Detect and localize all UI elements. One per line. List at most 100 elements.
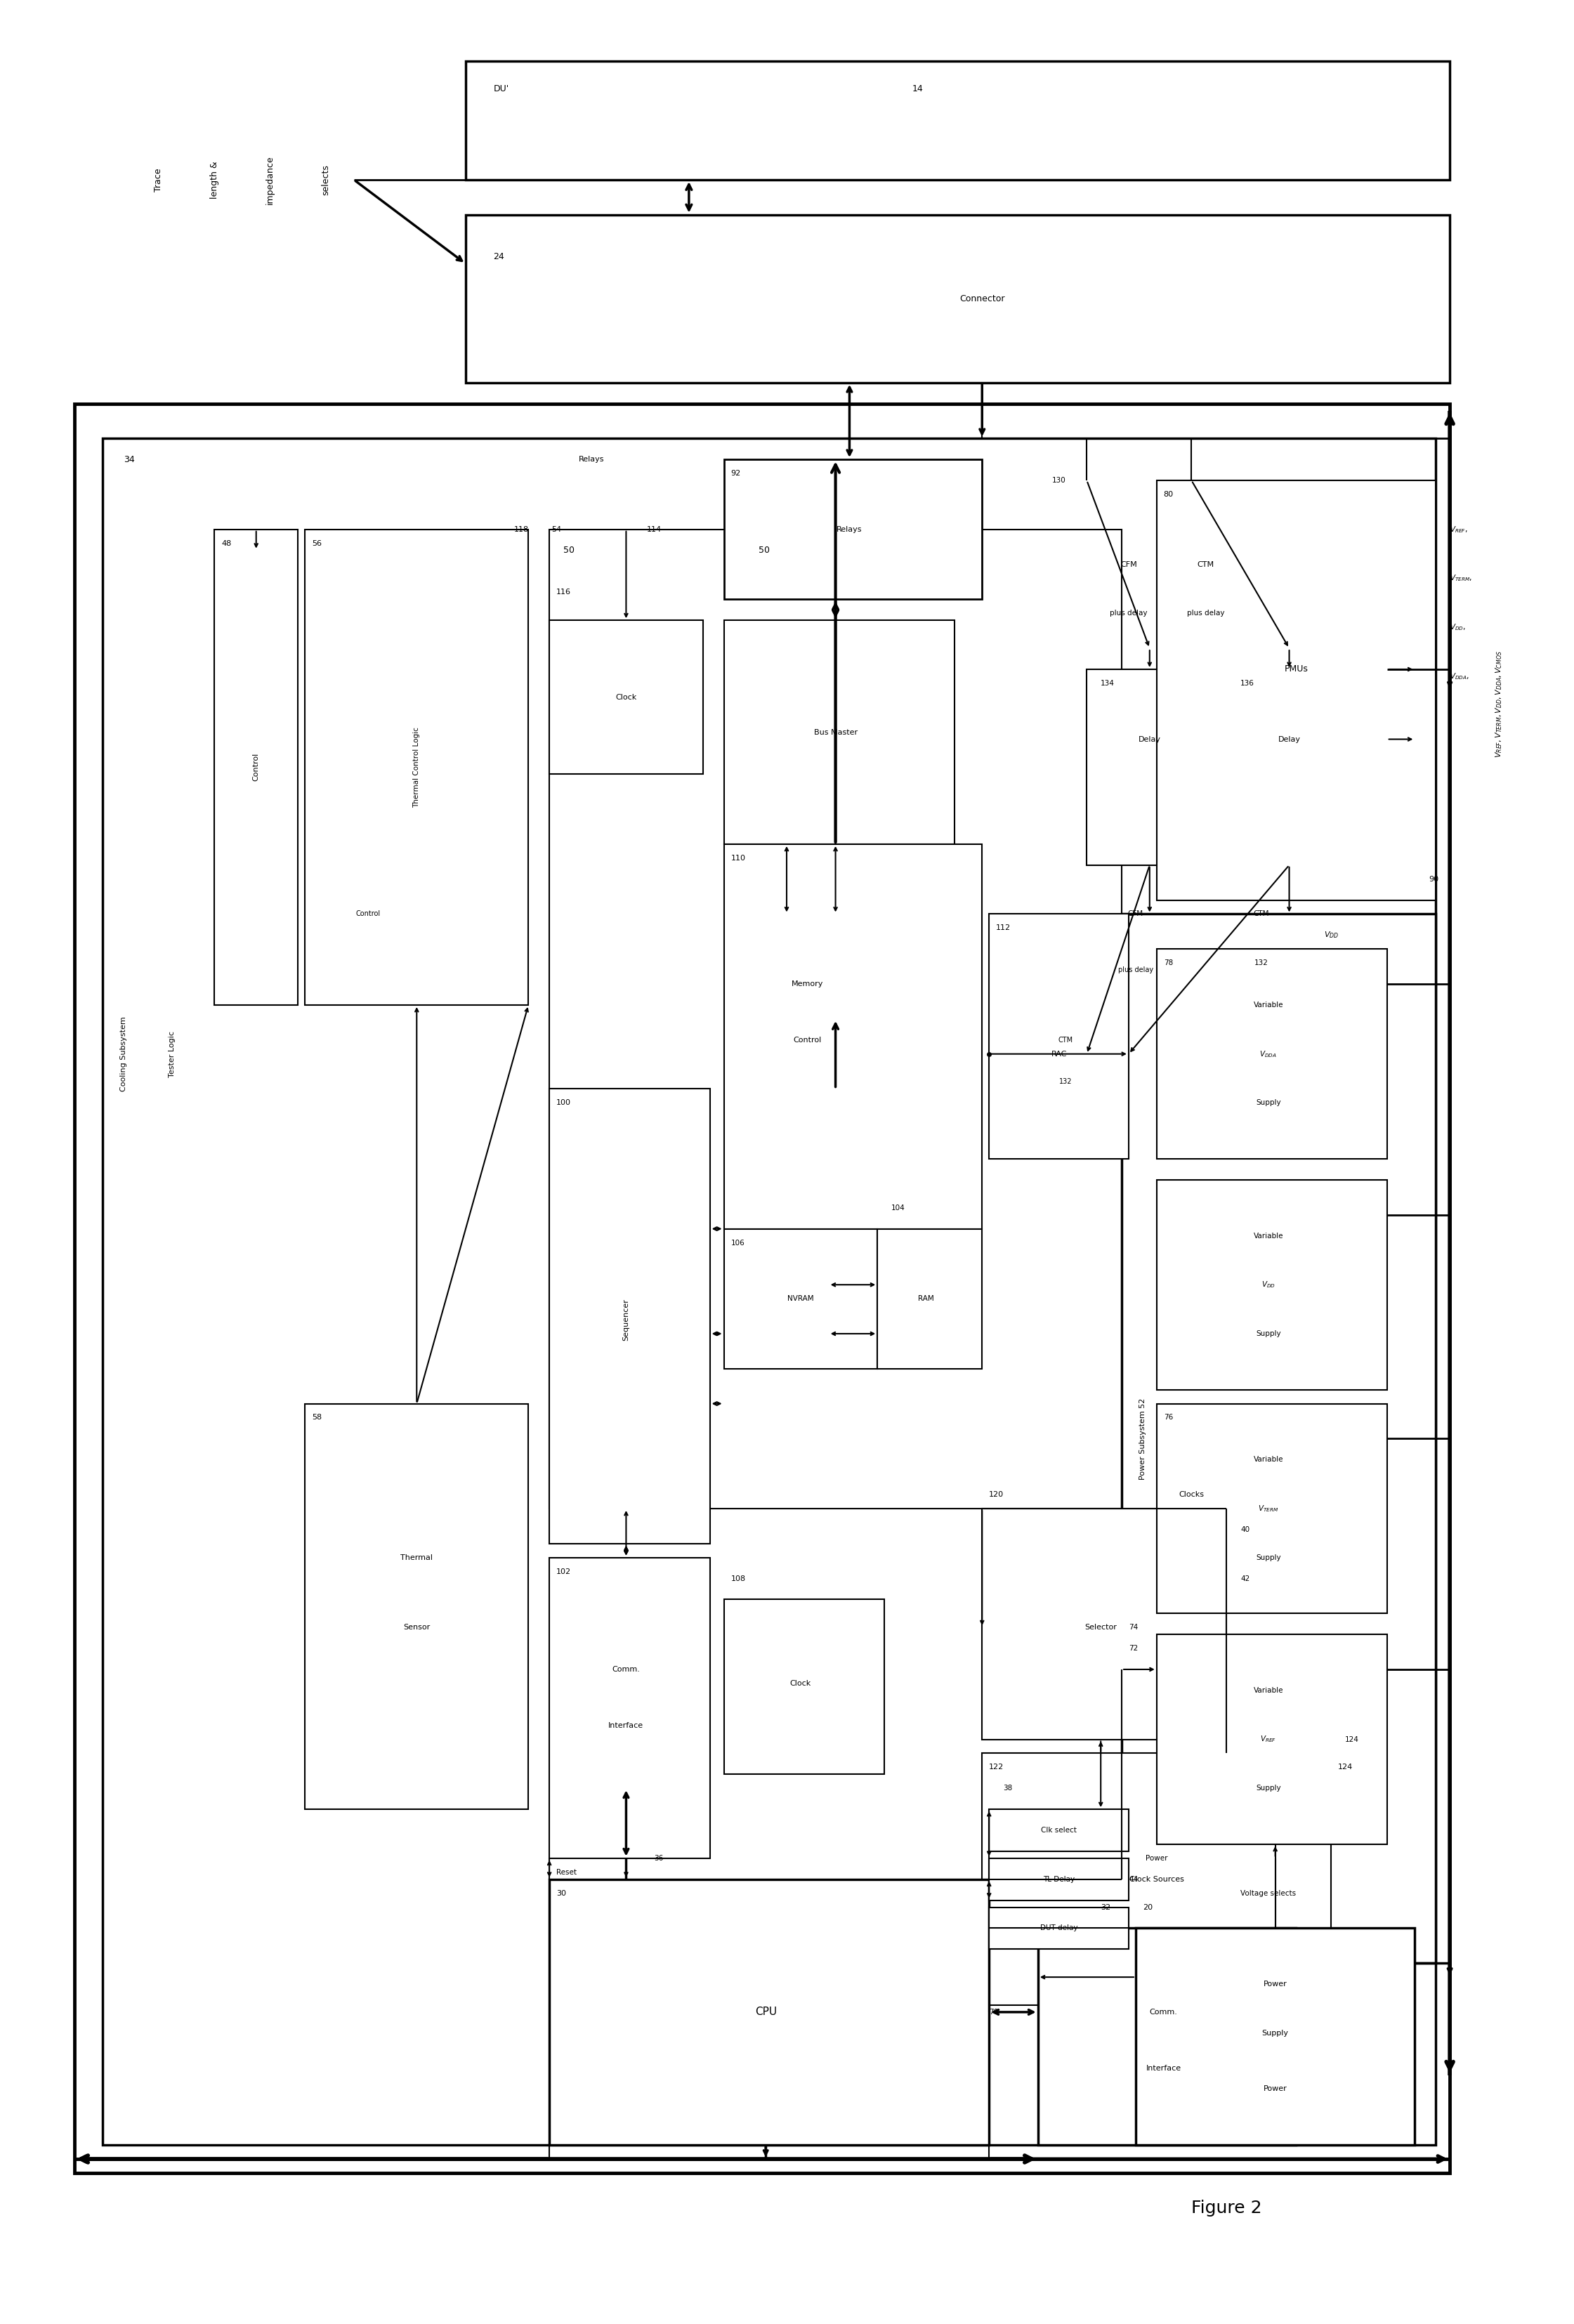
Text: Connector: Connector [960, 295, 1004, 302]
Text: plus delay: plus delay [1118, 967, 1154, 974]
Bar [1122, 913, 1435, 1964]
Bar [724, 621, 954, 844]
Bar [102, 439, 1435, 2145]
Bar [549, 1557, 710, 1859]
Text: Power: Power [1264, 2085, 1288, 2092]
Bar [724, 844, 982, 1229]
Text: Variable: Variable [1253, 1687, 1283, 1694]
Bar [724, 1599, 885, 1773]
Text: Sensor: Sensor [403, 1624, 430, 1631]
Text: CTM: CTM [1253, 911, 1269, 918]
Text: CFM: CFM [1121, 560, 1136, 567]
Bar [305, 1404, 529, 1810]
Text: 32: 32 [1100, 1903, 1111, 1910]
Bar [988, 1908, 1129, 1950]
Text: RAM: RAM [918, 1294, 935, 1301]
Text: 104: 104 [891, 1204, 905, 1211]
Text: Variable: Variable [1253, 1232, 1283, 1239]
Text: 92: 92 [730, 469, 741, 476]
Text: Figure 2: Figure 2 [1192, 2199, 1262, 2217]
Text: Selector: Selector [1084, 1624, 1118, 1631]
Bar [1226, 669, 1352, 865]
Text: Reset: Reset [556, 1868, 576, 1875]
Text: Clocks: Clocks [1179, 1492, 1204, 1499]
Text: 106: 106 [730, 1239, 745, 1246]
Text: Supply: Supply [1256, 1785, 1281, 1792]
Text: Tester Logic: Tester Logic [168, 1032, 176, 1076]
Text: RAC: RAC [1051, 1050, 1067, 1057]
Text: 14: 14 [913, 84, 924, 93]
Bar [1157, 481, 1435, 899]
Text: Supply: Supply [1256, 1555, 1281, 1562]
Text: 50: 50 [759, 546, 770, 555]
Bar [988, 1810, 1129, 1852]
Bar [549, 1090, 710, 1543]
Text: 124: 124 [1338, 1764, 1354, 1771]
Text: 110: 110 [730, 855, 746, 862]
Text: Control: Control [356, 911, 381, 918]
Text: $V_{DD},$: $V_{DD},$ [1450, 623, 1465, 632]
Text: Thermal Control Logic: Thermal Control Logic [414, 727, 420, 806]
Text: 76: 76 [1163, 1413, 1173, 1422]
Text: 48: 48 [222, 539, 231, 546]
Text: DU': DU' [494, 84, 508, 93]
Text: 108: 108 [730, 1576, 746, 1583]
Text: 34: 34 [123, 456, 135, 465]
Text: Power: Power [1146, 1855, 1168, 1862]
Bar [466, 214, 1450, 383]
Bar [1157, 948, 1387, 1160]
Text: 118: 118 [515, 525, 529, 532]
Text: Relays: Relays [578, 456, 604, 462]
Text: CFM: CFM [1129, 911, 1143, 918]
Text: 132: 132 [1059, 1078, 1072, 1085]
Text: TL Delay: TL Delay [1044, 1875, 1075, 1882]
Bar [988, 913, 1129, 1160]
Text: 80: 80 [1163, 490, 1174, 497]
Text: 90: 90 [1429, 876, 1439, 883]
Text: Variable: Variable [1253, 1002, 1283, 1009]
Text: $V_{DDA},$: $V_{DDA},$ [1450, 672, 1470, 681]
Text: $V_{REF}, V_{TERM}, V_{DD}, V_{DDA}, V_{CMOS}$: $V_{REF}, V_{TERM}, V_{DD}, V_{DDA}, V_{… [1494, 651, 1503, 758]
Bar [466, 60, 1450, 179]
Text: $V_{TERM}$: $V_{TERM}$ [1258, 1504, 1278, 1513]
Text: 44: 44 [1129, 1875, 1138, 1882]
Text: Interface: Interface [609, 1722, 644, 1729]
Text: $V_{DD}$: $V_{DD}$ [1261, 1281, 1275, 1290]
Text: $V_{DDA}$: $V_{DDA}$ [1259, 1048, 1277, 1060]
Text: 114: 114 [647, 525, 661, 532]
Text: 24: 24 [494, 251, 505, 260]
Text: Bus Master: Bus Master [814, 730, 858, 737]
Text: Trace: Trace [154, 167, 164, 191]
Bar [1037, 1929, 1297, 2145]
Bar [74, 404, 1450, 2173]
Bar [1136, 1929, 1415, 2145]
Text: 102: 102 [556, 1569, 571, 1576]
Text: Control: Control [253, 753, 260, 781]
Text: 132: 132 [1254, 960, 1269, 967]
Text: 50: 50 [563, 546, 575, 555]
Bar [305, 530, 529, 1004]
Text: length &: length & [209, 160, 219, 198]
Bar [549, 1880, 988, 2145]
Text: 74: 74 [1129, 1624, 1138, 1631]
Text: Delay: Delay [1278, 737, 1300, 744]
Text: Supply: Supply [1262, 2029, 1289, 2036]
Text: Memory: Memory [792, 981, 823, 988]
Text: 30: 30 [556, 1889, 567, 1896]
Text: Clock: Clock [790, 1680, 811, 1687]
Bar [1157, 1181, 1387, 1390]
Text: 20: 20 [1143, 1903, 1152, 1910]
Text: selects: selects [321, 165, 331, 195]
Bar [724, 1229, 877, 1369]
Text: Clk select: Clk select [1040, 1827, 1077, 1834]
Bar [1086, 669, 1212, 865]
Text: Interface: Interface [1146, 2064, 1180, 2071]
Text: Sequencer: Sequencer [623, 1299, 630, 1341]
Text: 70: 70 [988, 2008, 998, 2015]
Bar [1157, 1634, 1387, 1845]
Text: NVRAM: NVRAM [787, 1294, 814, 1301]
Text: 134: 134 [1100, 679, 1114, 688]
Text: $V_{TERM},$: $V_{TERM},$ [1450, 574, 1472, 583]
Bar [214, 530, 297, 1004]
Text: Supply: Supply [1256, 1099, 1281, 1106]
